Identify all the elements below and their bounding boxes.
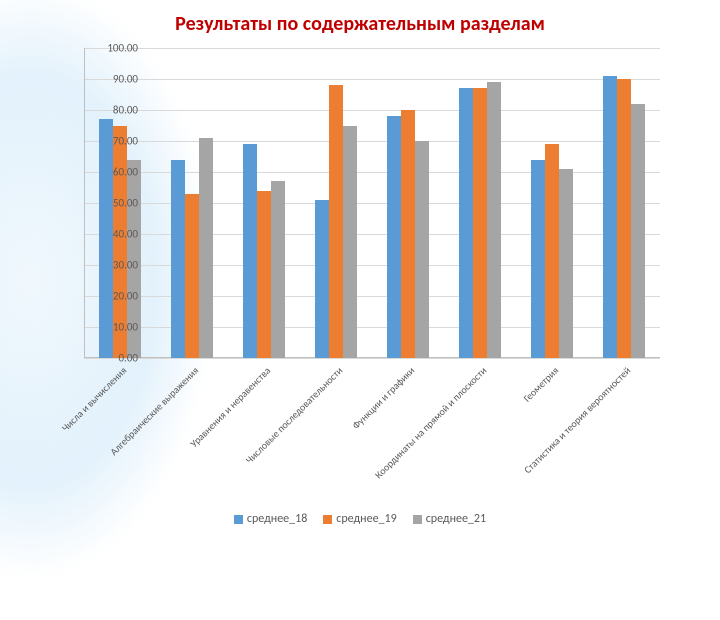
y-tick-label: 60.00 [78,166,138,179]
chart-title: Результаты по содержательным разделам [0,12,720,36]
bar [531,160,545,358]
y-tick-label: 10.00 [78,321,138,334]
bar [459,88,473,358]
x-tick-label: Уравнения и неравенства [187,364,273,450]
legend-swatch [234,515,243,524]
x-tick-label: Геометрия [521,364,562,405]
chart-plot-area [84,48,660,358]
y-tick-label: 100.00 [78,42,138,55]
y-tick-label: 0.00 [78,352,138,365]
bar [171,160,185,358]
bar [343,126,357,359]
bar [603,76,617,358]
bar [185,194,199,358]
bar [559,169,573,358]
bar-group [603,76,645,358]
chart-legend: среднее_18 среднее_19 среднее_21 [0,512,720,526]
grid-line [84,79,660,80]
bar-group [387,110,429,358]
y-tick-label: 20.00 [78,290,138,303]
bar [271,181,285,358]
grid-line [84,110,660,111]
bar [401,110,415,358]
bar [487,82,501,358]
legend-swatch [413,515,422,524]
x-axis-labels: Числа и вычисленияАлгебраические выражен… [84,362,660,492]
bar [387,116,401,358]
bar [315,200,329,358]
legend-swatch [323,515,332,524]
bar-group [171,138,213,358]
bar [243,144,257,358]
bar-group [459,82,501,358]
bar [545,144,559,358]
x-tick-label: Числа и вычисления [59,364,129,434]
bar [257,191,271,358]
bar-group [315,85,357,358]
bar-group [243,144,285,358]
legend-label: среднее_21 [426,512,486,526]
y-tick-label: 90.00 [78,73,138,86]
y-tick-label: 70.00 [78,135,138,148]
legend-label: среднее_18 [247,512,307,526]
y-tick-label: 40.00 [78,228,138,241]
bar [473,88,487,358]
bar-group [531,144,573,358]
grid-line [84,48,660,49]
y-tick-label: 50.00 [78,197,138,210]
y-tick-label: 80.00 [78,104,138,117]
bar [631,104,645,358]
legend-label: среднее_19 [336,512,396,526]
bar [329,85,343,358]
y-tick-label: 30.00 [78,259,138,272]
grid-line [84,358,660,359]
bar [415,141,429,358]
x-tick-label: Функции и графики [349,364,417,432]
bar [617,79,631,358]
bar [199,138,213,358]
